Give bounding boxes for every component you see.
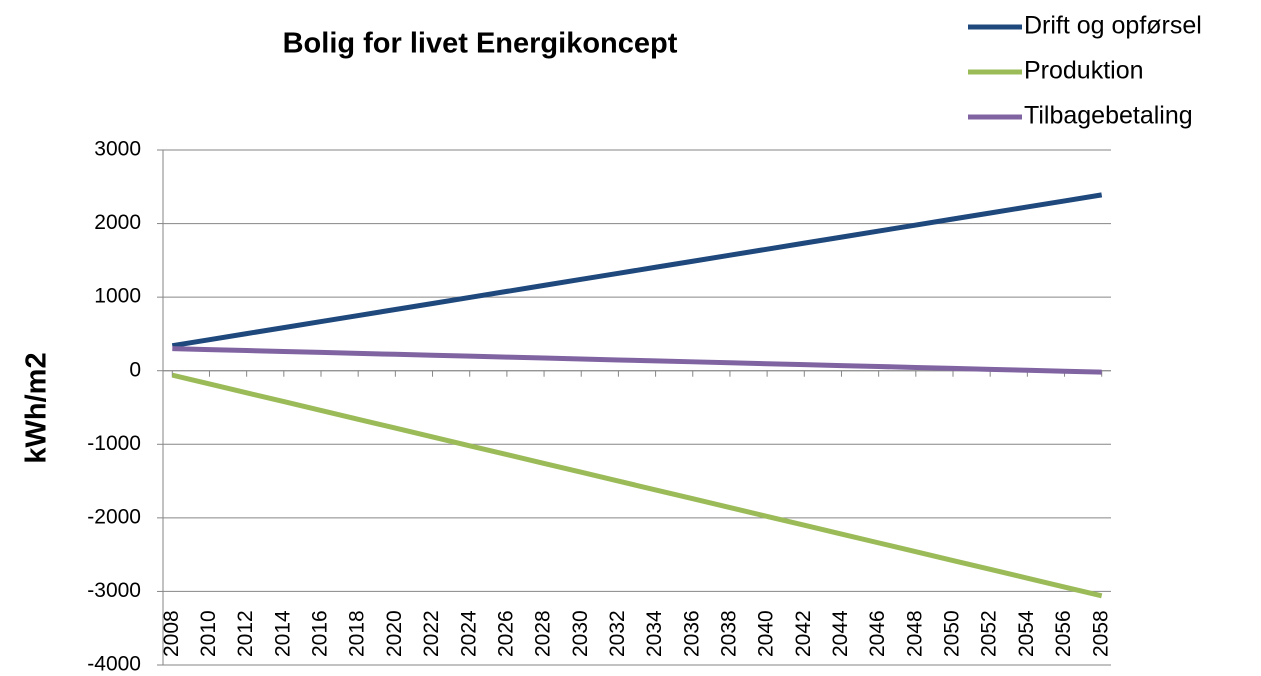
x-tick-label: 2044 <box>829 610 852 657</box>
x-tick-label: 2034 <box>643 610 666 657</box>
x-tick-label: 2024 <box>457 610 480 657</box>
x-tick-label: 2040 <box>755 610 778 657</box>
x-tick-label: 2012 <box>234 610 257 657</box>
x-tick-label: 2054 <box>1015 610 1038 657</box>
y-axis-label: kWh/m2 <box>21 352 53 463</box>
x-tick-label: 2038 <box>717 610 740 657</box>
legend-label: Tilbagebetaling <box>1024 102 1193 130</box>
y-tick-label: 3000 <box>94 138 141 161</box>
y-tick-label: 1000 <box>94 285 141 308</box>
x-tick-label: 2028 <box>532 610 555 657</box>
x-tick-label: 2008 <box>160 610 183 657</box>
x-tick-label: 2036 <box>680 610 703 657</box>
x-tick-label: 2014 <box>271 610 294 657</box>
chart-title: Bolig for livet Energikoncept <box>283 28 678 60</box>
x-tick-label: 2042 <box>792 610 815 657</box>
x-tick-label: 2052 <box>978 610 1001 657</box>
x-tick-label: 2058 <box>1089 610 1112 657</box>
y-tick-label: -1000 <box>87 432 141 455</box>
series-line <box>171 192 1103 349</box>
x-tick-label: 2020 <box>383 610 406 657</box>
x-tick-label: 2016 <box>309 610 332 657</box>
series-line <box>171 372 1103 599</box>
x-tick-label: 2018 <box>346 610 369 657</box>
y-tick-label: -4000 <box>87 653 141 676</box>
x-tick-label: 2010 <box>197 610 220 657</box>
x-tick-label: 2046 <box>866 610 889 657</box>
x-tick-label: 2022 <box>420 610 443 657</box>
legend-label: Produktion <box>1024 57 1144 85</box>
x-tick-label: 2030 <box>569 610 592 657</box>
x-tick-label: 2032 <box>606 610 629 657</box>
x-tick-label: 2050 <box>941 610 964 657</box>
x-tick-label: 2026 <box>494 610 517 657</box>
y-tick-label: 0 <box>129 358 141 381</box>
y-tick-label: -2000 <box>87 505 141 528</box>
x-tick-label: 2056 <box>1052 610 1075 657</box>
series-line <box>172 346 1102 375</box>
y-tick-label: 2000 <box>94 211 141 234</box>
legend-label: Drift og opførsel <box>1024 12 1202 40</box>
x-tick-label: 2048 <box>903 610 926 657</box>
y-tick-label: -3000 <box>87 579 141 602</box>
